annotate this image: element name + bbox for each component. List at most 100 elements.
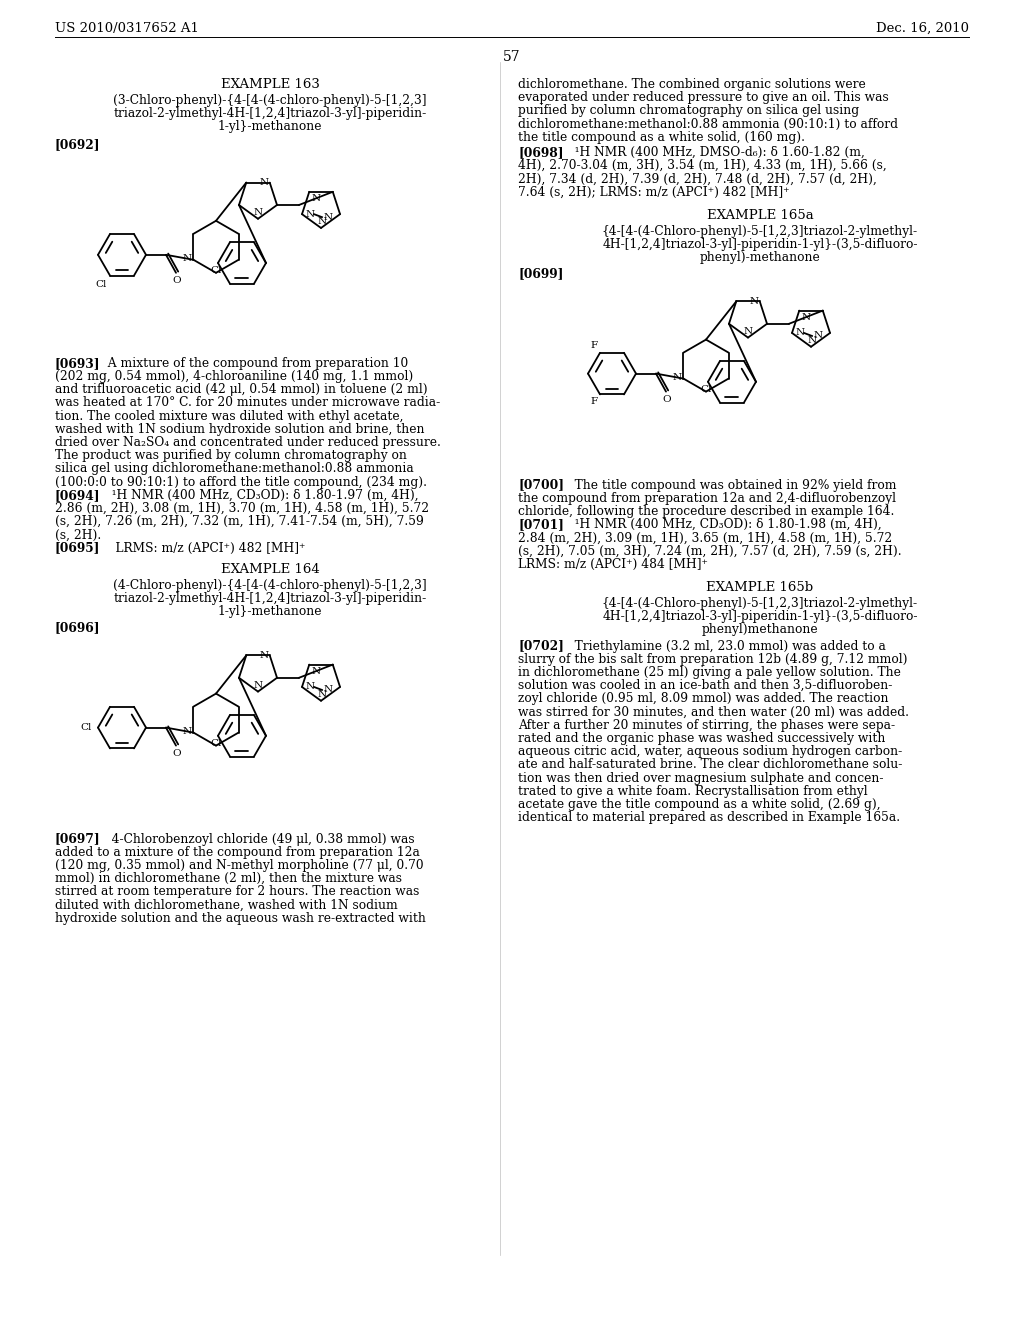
Text: Dec. 16, 2010: Dec. 16, 2010 [876, 22, 969, 36]
Text: stirred at room temperature for 2 hours. The reaction was: stirred at room temperature for 2 hours.… [55, 886, 420, 899]
Text: After a further 20 minutes of stirring, the phases were sepa-: After a further 20 minutes of stirring, … [518, 719, 895, 731]
Text: 57: 57 [503, 50, 521, 63]
Text: Triethylamine (3.2 ml, 23.0 mmol) was added to a: Triethylamine (3.2 ml, 23.0 mmol) was ad… [563, 640, 886, 652]
Text: N: N [801, 313, 810, 322]
Text: 4H-[1,2,4]triazol-3-yl]-piperidin-1-yl}-(3,5-difluoro-: 4H-[1,2,4]triazol-3-yl]-piperidin-1-yl}-… [602, 238, 918, 251]
Text: N: N [182, 255, 191, 263]
Text: triazol-2-ylmethyl-4H-[1,2,4]triazol-3-yl]-piperidin-: triazol-2-ylmethyl-4H-[1,2,4]triazol-3-y… [114, 591, 427, 605]
Text: N: N [743, 326, 753, 335]
Text: N: N [253, 681, 262, 689]
Text: dichloromethane. The combined organic solutions were: dichloromethane. The combined organic so… [518, 78, 865, 91]
Text: O: O [173, 748, 181, 758]
Text: [0701]: [0701] [518, 519, 564, 531]
Text: N: N [796, 329, 805, 338]
Text: N: N [260, 178, 268, 187]
Text: 1-yl}-methanone: 1-yl}-methanone [218, 120, 323, 133]
Text: slurry of the bis salt from preparation 12b (4.89 g, 7.12 mmol): slurry of the bis salt from preparation … [518, 653, 907, 665]
Text: rated and the organic phase was washed successively with: rated and the organic phase was washed s… [518, 733, 886, 744]
Text: mmol) in dichloromethane (2 ml), then the mixture was: mmol) in dichloromethane (2 ml), then th… [55, 873, 402, 886]
Text: the compound from preparation 12a and 2,4-difluorobenzoyl: the compound from preparation 12a and 2,… [518, 492, 896, 504]
Text: [0692]: [0692] [55, 139, 100, 152]
Text: diluted with dichloromethane, washed with 1N sodium: diluted with dichloromethane, washed wit… [55, 899, 397, 912]
Text: [0696]: [0696] [55, 622, 100, 635]
Text: ¹H NMR (400 MHz, CD₃OD): δ 1.80-1.98 (m, 4H),: ¹H NMR (400 MHz, CD₃OD): δ 1.80-1.98 (m,… [563, 519, 882, 531]
Text: triazol-2-ylmethyl-4H-[1,2,4]triazol-3-yl]-piperidin-: triazol-2-ylmethyl-4H-[1,2,4]triazol-3-y… [114, 107, 427, 120]
Text: N: N [317, 690, 327, 698]
Text: EXAMPLE 165a: EXAMPLE 165a [707, 209, 813, 222]
Text: [0699]: [0699] [518, 268, 563, 280]
Text: dried over Na₂SO₄ and concentrated under reduced pressure.: dried over Na₂SO₄ and concentrated under… [55, 436, 441, 449]
Text: N: N [814, 331, 823, 341]
Text: [0702]: [0702] [518, 640, 564, 652]
Text: aqueous citric acid, water, aqueous sodium hydrogen carbon-: aqueous citric acid, water, aqueous sodi… [518, 746, 902, 758]
Text: The product was purified by column chromatography on: The product was purified by column chrom… [55, 449, 407, 462]
Text: N: N [253, 207, 262, 216]
Text: Cl: Cl [95, 280, 106, 289]
Text: [0700]: [0700] [518, 479, 564, 491]
Text: added to a mixture of the compound from preparation 12a: added to a mixture of the compound from … [55, 846, 420, 859]
Text: Cl: Cl [700, 385, 712, 393]
Text: 7.64 (s, 2H); LRMS: m/z (APCI⁺) 482 [MH]⁺: 7.64 (s, 2H); LRMS: m/z (APCI⁺) 482 [MH]… [518, 186, 790, 198]
Text: F: F [591, 341, 598, 350]
Text: 2.86 (m, 2H), 3.08 (m, 1H), 3.70 (m, 1H), 4.58 (m, 1H), 5.72: 2.86 (m, 2H), 3.08 (m, 1H), 3.70 (m, 1H)… [55, 502, 429, 515]
Text: acetate gave the title compound as a white solid, (2.69 g),: acetate gave the title compound as a whi… [518, 799, 881, 810]
Text: N: N [808, 335, 816, 345]
Text: phenyl)methanone: phenyl)methanone [701, 623, 818, 636]
Text: N: N [324, 685, 333, 694]
Text: [0697]: [0697] [55, 833, 100, 846]
Text: N: N [317, 216, 327, 226]
Text: (120 mg, 0.35 mmol) and N-methyl morpholine (77 μl, 0.70: (120 mg, 0.35 mmol) and N-methyl morphol… [55, 859, 424, 873]
Text: dichloromethane:methanol:0.88 ammonia (90:10:1) to afford: dichloromethane:methanol:0.88 ammonia (9… [518, 117, 898, 131]
Text: 2H), 7.34 (d, 2H), 7.39 (d, 2H), 7.48 (d, 2H), 7.57 (d, 2H),: 2H), 7.34 (d, 2H), 7.39 (d, 2H), 7.48 (d… [518, 173, 877, 185]
Text: EXAMPLE 164: EXAMPLE 164 [220, 562, 319, 576]
Text: N: N [750, 297, 759, 306]
Text: was stirred for 30 minutes, and then water (20 ml) was added.: was stirred for 30 minutes, and then wat… [518, 706, 909, 718]
Text: N: N [311, 194, 321, 203]
Text: N: N [311, 667, 321, 676]
Text: [0698]: [0698] [518, 147, 563, 158]
Text: O: O [663, 395, 672, 404]
Text: in dichloromethane (25 ml) giving a pale yellow solution. The: in dichloromethane (25 ml) giving a pale… [518, 667, 901, 678]
Text: N: N [182, 727, 191, 737]
Text: N: N [673, 374, 682, 381]
Text: and trifluoroacetic acid (42 μl, 0.54 mmol) in toluene (2 ml): and trifluoroacetic acid (42 μl, 0.54 mm… [55, 383, 428, 396]
Text: was heated at 170° C. for 20 minutes under microwave radia-: was heated at 170° C. for 20 minutes und… [55, 396, 440, 409]
Text: {4-[4-(4-Chloro-phenyl)-5-[1,2,3]triazol-2-ylmethyl-: {4-[4-(4-Chloro-phenyl)-5-[1,2,3]triazol… [602, 597, 919, 610]
Text: EXAMPLE 165b: EXAMPLE 165b [707, 581, 813, 594]
Text: O: O [173, 276, 181, 285]
Text: ate and half-saturated brine. The clear dichloromethane solu-: ate and half-saturated brine. The clear … [518, 759, 902, 771]
Text: US 2010/0317652 A1: US 2010/0317652 A1 [55, 22, 199, 36]
Text: chloride, following the procedure described in example 164.: chloride, following the procedure descri… [518, 506, 894, 517]
Text: 1-yl}-methanone: 1-yl}-methanone [218, 605, 323, 618]
Text: (s, 2H), 7.05 (m, 3H), 7.24 (m, 2H), 7.57 (d, 2H), 7.59 (s, 2H).: (s, 2H), 7.05 (m, 3H), 7.24 (m, 2H), 7.5… [518, 545, 901, 557]
Text: ¹H NMR (400 MHz, DMSO-d₆): δ 1.60-1.82 (m,: ¹H NMR (400 MHz, DMSO-d₆): δ 1.60-1.82 (… [563, 147, 865, 158]
Text: Cl: Cl [81, 723, 92, 733]
Text: zoyl chloride (0.95 ml, 8.09 mmol) was added. The reaction: zoyl chloride (0.95 ml, 8.09 mmol) was a… [518, 693, 889, 705]
Text: identical to material prepared as described in Example 165a.: identical to material prepared as descri… [518, 812, 900, 824]
Text: [0695]: [0695] [55, 541, 100, 554]
Text: the title compound as a white solid, (160 mg).: the title compound as a white solid, (16… [518, 131, 805, 144]
Text: solution was cooled in an ice-bath and then 3,5-difluoroben-: solution was cooled in an ice-bath and t… [518, 680, 892, 692]
Text: N: N [260, 651, 268, 660]
Text: ¹H NMR (400 MHz, CD₃OD): δ 1.80-1.97 (m, 4H),: ¹H NMR (400 MHz, CD₃OD): δ 1.80-1.97 (m,… [100, 488, 419, 502]
Text: N: N [324, 213, 333, 222]
Text: (202 mg, 0.54 mmol), 4-chloroaniline (140 mg, 1.1 mmol): (202 mg, 0.54 mmol), 4-chloroaniline (14… [55, 370, 414, 383]
Text: [0694]: [0694] [55, 488, 100, 502]
Text: LRMS: m/z (APCI⁺) 484 [MH]⁺: LRMS: m/z (APCI⁺) 484 [MH]⁺ [518, 558, 708, 570]
Text: EXAMPLE 163: EXAMPLE 163 [220, 78, 319, 91]
Text: evaporated under reduced pressure to give an oil. This was: evaporated under reduced pressure to giv… [518, 91, 889, 104]
Text: N: N [306, 210, 315, 219]
Text: trated to give a white foam. Recrystallisation from ethyl: trated to give a white foam. Recrystalli… [518, 785, 867, 797]
Text: 4H-[1,2,4]triazol-3-yl]-piperidin-1-yl}-(3,5-difluoro-: 4H-[1,2,4]triazol-3-yl]-piperidin-1-yl}-… [602, 610, 918, 623]
Text: LRMS: m/z (APCI⁺) 482 [MH]⁺: LRMS: m/z (APCI⁺) 482 [MH]⁺ [100, 541, 305, 554]
Text: 4-Chlorobenzoyl chloride (49 μl, 0.38 mmol) was: 4-Chlorobenzoyl chloride (49 μl, 0.38 mm… [100, 833, 415, 846]
Text: washed with 1N sodium hydroxide solution and brine, then: washed with 1N sodium hydroxide solution… [55, 422, 425, 436]
Text: A mixture of the compound from preparation 10: A mixture of the compound from preparati… [100, 356, 409, 370]
Text: silica gel using dichloromethane:methanol:0.88 ammonia: silica gel using dichloromethane:methano… [55, 462, 414, 475]
Text: (s, 2H), 7.26 (m, 2H), 7.32 (m, 1H), 7.41-7.54 (m, 5H), 7.59: (s, 2H), 7.26 (m, 2H), 7.32 (m, 1H), 7.4… [55, 515, 424, 528]
Text: hydroxide solution and the aqueous wash re-extracted with: hydroxide solution and the aqueous wash … [55, 912, 426, 925]
Text: tion was then dried over magnesium sulphate and concen-: tion was then dried over magnesium sulph… [518, 772, 884, 784]
Text: (4-Chloro-phenyl)-{4-[4-(4-chloro-phenyl)-5-[1,2,3]: (4-Chloro-phenyl)-{4-[4-(4-chloro-phenyl… [114, 578, 427, 591]
Text: 4H), 2.70-3.04 (m, 3H), 3.54 (m, 1H), 4.33 (m, 1H), 5.66 (s,: 4H), 2.70-3.04 (m, 3H), 3.54 (m, 1H), 4.… [518, 160, 887, 172]
Text: phenyl)-methanone: phenyl)-methanone [699, 251, 820, 264]
